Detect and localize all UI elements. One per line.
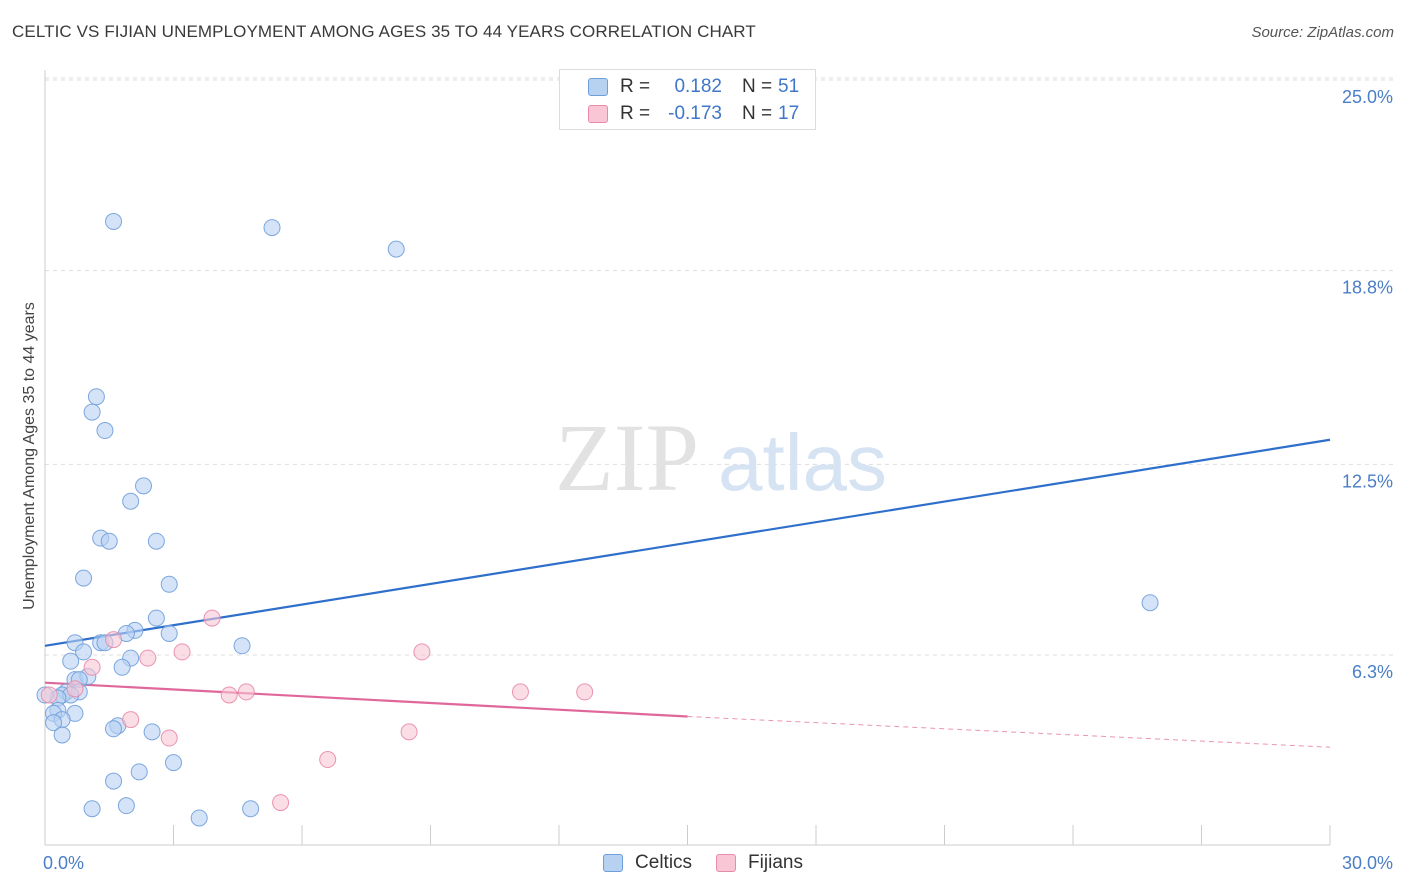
legend-row-fijians: R = -0.173 N = 17: [588, 101, 799, 127]
fijians-trend-line: [44, 681, 688, 718]
celtics-point: [75, 569, 93, 587]
watermark: ZIP atlas: [555, 404, 887, 511]
celtics-point: [147, 609, 165, 627]
legend-row-celtics: R = 0.182 N = 51: [588, 74, 799, 100]
fijians-r-value: -0.173: [668, 103, 722, 124]
fijians-point: [83, 658, 101, 676]
celtics-point: [45, 714, 63, 732]
series-legend: Celtics Fijians: [0, 852, 1406, 874]
fijians-swatch: [588, 105, 608, 123]
fijians-point: [413, 643, 431, 661]
fijians-point: [272, 794, 290, 812]
n-label: N =: [742, 76, 773, 97]
stats-legend: R = 0.182 N = 51 R = -0.173 N = 17: [559, 69, 816, 130]
celtics-point: [147, 532, 165, 550]
celtics-point: [105, 212, 123, 230]
x-tick-label: 0.0%: [43, 853, 84, 873]
legend-item-celtics[interactable]: Celtics: [603, 852, 692, 874]
celtics-legend-swatch: [603, 854, 624, 872]
fijians-point: [139, 649, 157, 667]
trend-lines: [44, 438, 1331, 748]
x-tick-label: 30.0%: [1342, 853, 1393, 873]
r-label: R =: [620, 76, 651, 97]
celtics-point: [242, 800, 260, 818]
celtics-point: [130, 763, 148, 781]
fijians-point: [105, 631, 123, 649]
axes: [44, 70, 1331, 846]
celtics-point: [87, 388, 105, 406]
celtics-point: [117, 797, 135, 815]
watermark-atlas: atlas: [718, 418, 887, 507]
celtics-r-value: 0.182: [674, 76, 722, 97]
celtics-point: [105, 772, 123, 790]
fijians-point: [122, 711, 140, 729]
celtics-trend-line: [44, 438, 1331, 647]
chart-title: CELTIC VS FIJIAN UNEMPLOYMENT AMONG AGES…: [12, 22, 756, 41]
celtics-legend-label: Celtics: [635, 852, 693, 873]
fijians-point: [400, 723, 418, 741]
celtics-point: [83, 403, 101, 421]
celtics-point: [190, 809, 208, 827]
fijians-point: [220, 686, 238, 704]
fijians-point: [576, 683, 594, 701]
celtics-point: [233, 637, 251, 655]
fijians-legend-swatch: [716, 854, 737, 872]
fijians-point: [40, 686, 58, 704]
y-tick-label: 6.3%: [1352, 662, 1393, 682]
n-label: N =: [742, 103, 773, 124]
tick-labels: 6.3% 12.5% 18.8% 25.0% 0.0% 30.0%: [43, 87, 1393, 873]
watermark-zip: ZIP: [555, 404, 699, 511]
celtics-point: [263, 219, 281, 237]
celtics-point: [83, 800, 101, 818]
fijians-legend-label: Fijians: [748, 852, 803, 873]
celtics-point: [105, 720, 123, 738]
fijians-trend-extension: [687, 715, 1331, 748]
celtics-point: [1141, 594, 1159, 612]
y-tick-label: 12.5%: [1342, 471, 1393, 491]
celtics-point: [160, 575, 178, 593]
y-tick-label: 18.8%: [1342, 278, 1393, 298]
celtics-point: [122, 492, 140, 510]
celtics-swatch: [588, 78, 608, 96]
celtics-point: [96, 422, 114, 440]
celtics-point: [100, 532, 118, 550]
celtics-point: [53, 726, 71, 744]
fijians-point: [203, 609, 221, 627]
fijians-point: [66, 680, 84, 698]
celtics-point: [143, 723, 161, 741]
fijians-point: [173, 643, 191, 661]
fijians-point: [160, 729, 178, 747]
fijians-point: [237, 683, 255, 701]
celtics-point: [387, 240, 405, 258]
celtics-point: [165, 754, 182, 772]
celtics-point: [75, 643, 93, 661]
celtics-point: [135, 477, 153, 495]
fijians-n-value: 17: [778, 103, 800, 124]
celtics-point: [160, 624, 178, 642]
fijians-point: [319, 751, 337, 769]
celtics-point: [62, 652, 80, 670]
y-tick-label: 25.0%: [1342, 87, 1393, 107]
data-points: [36, 212, 1159, 827]
source-note: Source: ZipAtlas.com: [1251, 24, 1394, 41]
r-label: R =: [620, 103, 651, 124]
celtics-point: [113, 658, 131, 676]
fijians-point: [511, 683, 529, 701]
grid-lines: [45, 77, 1395, 656]
celtics-n-value: 51: [778, 76, 800, 97]
legend-item-fijians[interactable]: Fijians: [716, 852, 803, 874]
